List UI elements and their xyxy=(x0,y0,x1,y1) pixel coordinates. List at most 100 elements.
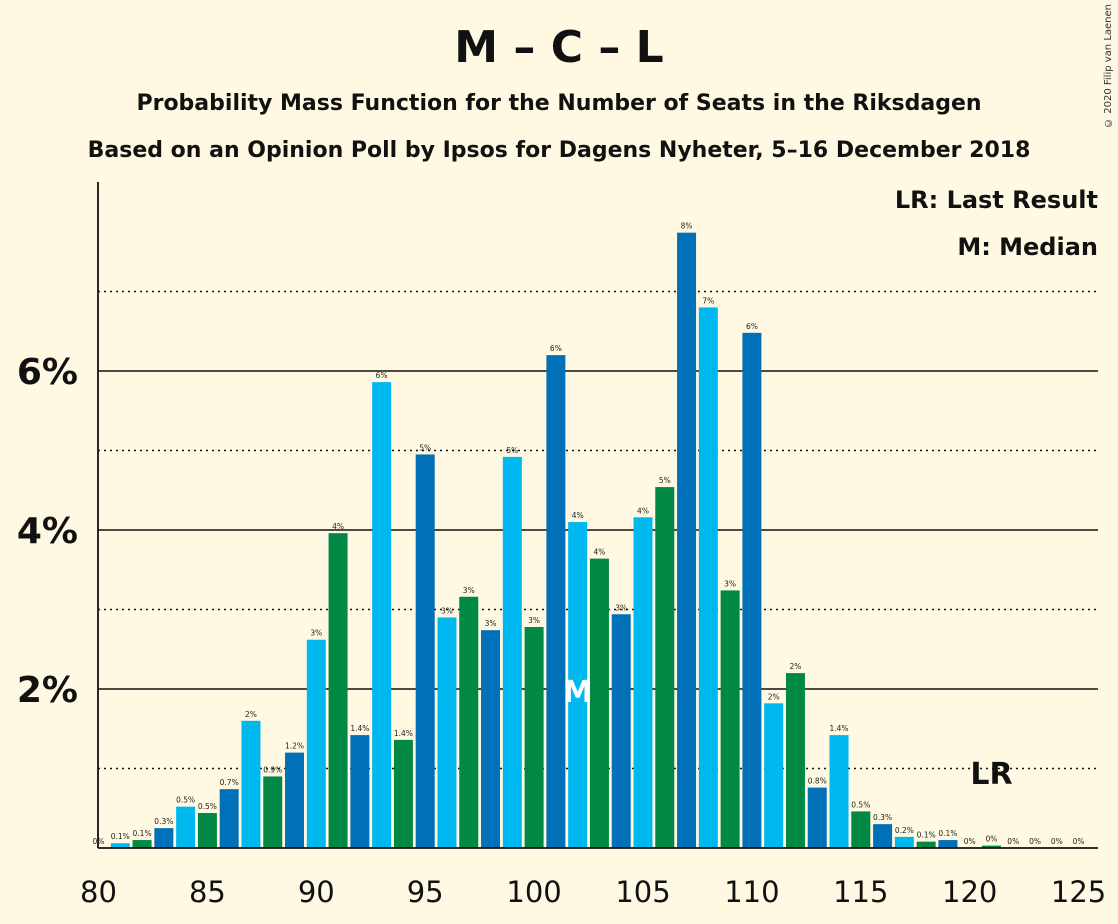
bar-label-seat-102: 4% xyxy=(572,511,584,520)
bar-seat-112 xyxy=(785,673,805,848)
bar-seat-106 xyxy=(655,487,675,848)
bar-label-seat-90: 3% xyxy=(310,629,322,638)
bar-label-seat-93: 6% xyxy=(376,371,388,380)
bar-label-seat-109: 3% xyxy=(724,579,736,588)
bar-seat-116 xyxy=(873,824,893,848)
markers: M LR xyxy=(563,675,1013,792)
bar-label-seat-94: 1.4% xyxy=(394,729,413,738)
x-tick-label-110: 110 xyxy=(724,875,779,909)
bar-seat-117 xyxy=(894,836,914,848)
bar-label-seat-108: 7% xyxy=(702,296,714,305)
median-marker: M xyxy=(563,675,593,710)
bar-seat-102 xyxy=(568,522,588,848)
bar-seat-81 xyxy=(110,843,130,848)
x-tick-label-85: 85 xyxy=(189,875,226,909)
bar-label-seat-100: 3% xyxy=(528,616,540,625)
last-result-marker: LR xyxy=(970,757,1012,792)
bar-seat-87 xyxy=(241,720,261,848)
bar-label-seat-106: 5% xyxy=(659,476,671,485)
x-tick-label-125: 125 xyxy=(1051,875,1106,909)
bar-label-seat-119: 0.1% xyxy=(938,829,957,838)
chart-title: M – C – L xyxy=(454,22,664,73)
bar-seat-85 xyxy=(197,813,217,848)
bar-seat-107 xyxy=(677,232,697,849)
x-tick-label-100: 100 xyxy=(506,875,561,909)
y-tick-label-4: 4% xyxy=(17,511,78,552)
bar-seat-99 xyxy=(502,456,522,848)
bar-label-seat-115: 0.5% xyxy=(851,800,870,809)
bar-seat-105 xyxy=(633,517,653,848)
bar-label-seat-85: 0.5% xyxy=(198,802,217,811)
bar-label-seat-95: 5% xyxy=(419,443,431,452)
bar-label-seat-82: 0.1% xyxy=(133,829,152,838)
bar-seat-91 xyxy=(328,533,348,848)
bar-label-seat-97: 3% xyxy=(463,586,475,595)
bar-label-seat-101: 6% xyxy=(550,344,562,353)
bar-label-seat-86: 0.7% xyxy=(220,778,239,787)
bar-seat-111 xyxy=(764,703,784,848)
bar-label-seat-121: 0% xyxy=(986,835,998,844)
x-tick-label-90: 90 xyxy=(298,875,335,909)
bar-seat-95 xyxy=(415,454,435,848)
chart-subtitle-poll: Based on an Opinion Poll by Ipsos for Da… xyxy=(87,138,1031,163)
bar-label-seat-87: 2% xyxy=(245,710,257,719)
bar-label-seat-96: 3% xyxy=(441,606,453,615)
bar-label-seat-112: 2% xyxy=(790,662,802,671)
y-tick-label-6: 6% xyxy=(17,352,78,393)
bar-seat-96 xyxy=(437,617,457,848)
bar-seat-114 xyxy=(829,735,849,848)
bar-seat-103 xyxy=(589,558,609,848)
x-tick-label-115: 115 xyxy=(833,875,888,909)
bar-label-seat-123: 0% xyxy=(1029,837,1041,846)
bar-label-seat-107: 8% xyxy=(681,222,693,231)
bar-seat-113 xyxy=(807,787,827,848)
bar-label-seat-114: 1.4% xyxy=(829,724,848,733)
x-tick-label-80: 80 xyxy=(80,875,117,909)
bar-label-seat-99: 5% xyxy=(506,446,518,455)
bar-label-seat-84: 0.5% xyxy=(176,796,195,805)
bar-seat-93 xyxy=(372,382,392,848)
bar-label-seat-92: 1.4% xyxy=(350,724,369,733)
bar-label-seat-81: 0.1% xyxy=(111,832,130,841)
bar-seat-94 xyxy=(393,739,413,848)
bar-label-seat-113: 0.8% xyxy=(808,777,827,786)
bar-label-seat-110: 6% xyxy=(746,322,758,331)
bar-seat-108 xyxy=(698,307,718,848)
legend-median: M: Median xyxy=(957,233,1098,261)
bar-label-seat-124: 0% xyxy=(1051,837,1063,846)
bar-label-seat-89: 1.2% xyxy=(285,742,304,751)
bar-seat-84 xyxy=(176,806,196,848)
bar-label-seat-88: 0.9% xyxy=(263,765,282,774)
bar-label-seat-91: 4% xyxy=(332,522,344,531)
x-tick-label-105: 105 xyxy=(615,875,670,909)
bar-label-seat-103: 4% xyxy=(593,548,605,557)
y-tick-label-2: 2% xyxy=(17,670,78,711)
bar-label-seat-105: 4% xyxy=(637,506,649,515)
bar-seat-101 xyxy=(546,355,566,848)
bar-label-seat-122: 0% xyxy=(1007,837,1019,846)
x-tick-label-95: 95 xyxy=(407,875,444,909)
bar-seat-119 xyxy=(938,840,958,848)
bar-value-labels: 0%0.1%0.1%0.3%0.5%0.5%0.7%2%0.9%1.2%3%4%… xyxy=(93,222,1085,846)
bar-label-seat-117: 0.2% xyxy=(895,826,914,835)
bar-seat-121 xyxy=(981,845,1001,848)
bar-seat-100 xyxy=(524,626,544,848)
chart-subtitle: Probability Mass Function for the Number… xyxy=(136,91,982,116)
bar-label-seat-83: 0.3% xyxy=(154,817,173,826)
bar-label-seat-118: 0.1% xyxy=(917,831,936,840)
bar-label-seat-125: 0% xyxy=(1073,837,1085,846)
bar-seat-82 xyxy=(132,840,152,848)
axes: 80 85 90 95 100 105 110 115 120 125 2% 4% 6% xyxy=(17,182,1106,909)
legend-last-result: LR: Last Result xyxy=(894,186,1098,214)
bars xyxy=(110,232,1001,849)
bar-label-seat-104: 3% xyxy=(615,603,627,612)
bar-seat-86 xyxy=(219,789,239,848)
bar-seat-92 xyxy=(350,735,370,848)
bar-seat-90 xyxy=(306,639,326,848)
bar-seat-110 xyxy=(742,332,762,849)
bar-seat-104 xyxy=(611,614,631,848)
bar-seat-109 xyxy=(720,590,740,848)
bar-seat-83 xyxy=(154,828,174,848)
bar-seat-89 xyxy=(285,752,305,848)
